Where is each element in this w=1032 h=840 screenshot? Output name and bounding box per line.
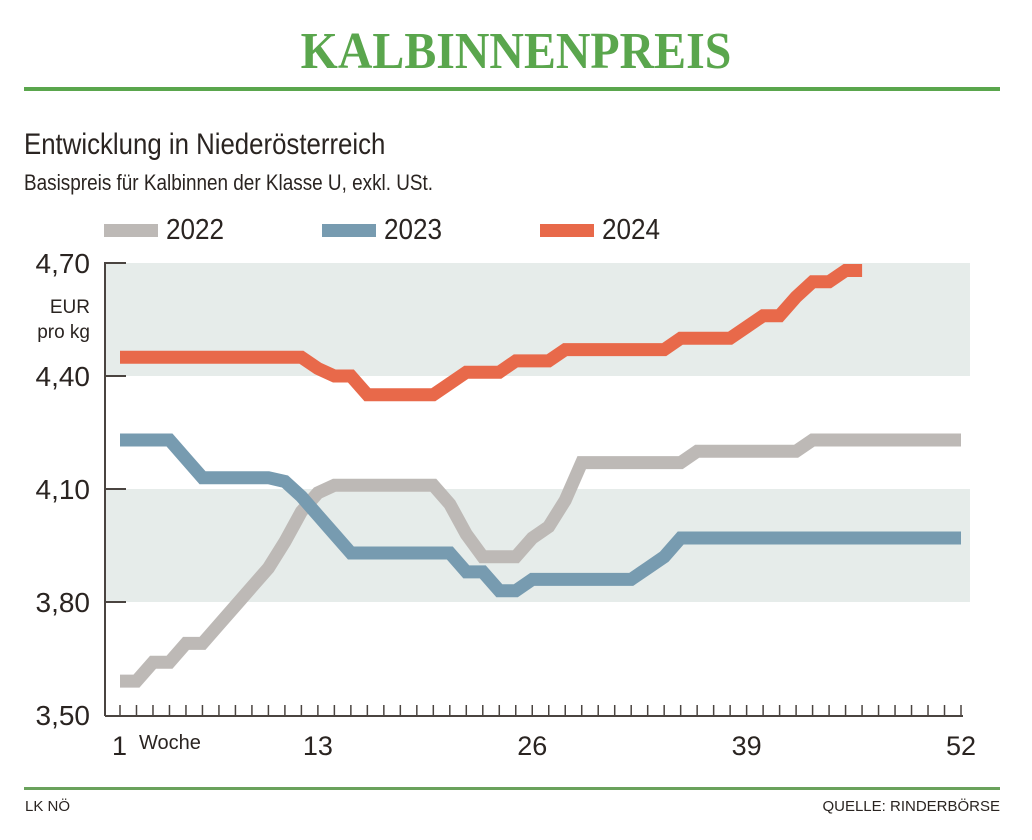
legend-item-2024: 2024 — [540, 214, 667, 247]
series-line-2022 — [120, 433, 961, 688]
legend-swatch-2024 — [540, 224, 594, 237]
x-tick-label: 1 — [112, 731, 127, 761]
y-tick-label: 3,80 — [36, 587, 91, 618]
footer-source: QUELLE: RINDERBÖRSE — [822, 798, 1000, 815]
x-tick-label: 26 — [517, 731, 547, 761]
legend-label-2023: 2023 — [384, 214, 443, 246]
x-tick-label: 52 — [946, 731, 976, 761]
legend-label-2022: 2022 — [166, 214, 225, 246]
series-line-2024 — [120, 264, 863, 402]
y-unit-label-line1: EUR — [50, 297, 90, 318]
chart-description: Basispreis für Kalbinnen der Klasse U, e… — [24, 170, 434, 195]
y-tick-label: 4,40 — [36, 361, 91, 392]
x-axis: 1 13 26 39 52 — [105, 705, 976, 761]
y-tick-label: 4,70 — [36, 248, 91, 279]
series-lines — [120, 264, 961, 688]
legend-swatch-2023 — [322, 224, 376, 237]
footer-divider — [24, 787, 1000, 790]
shaded-bands — [105, 263, 970, 602]
footer-publisher: LK NÖ — [25, 798, 71, 815]
y-unit-label-line2: pro kg — [37, 322, 90, 343]
legend-item-2022: 2022 — [104, 214, 231, 247]
y-axis: 3,50 3,80 4,10 4,40 4,70 — [36, 248, 126, 731]
y-tick-label: 4,10 — [36, 474, 91, 505]
y-tick-label: 3,50 — [36, 700, 91, 731]
legend-label-2024: 2024 — [602, 214, 661, 246]
x-tick-label: 13 — [303, 731, 333, 761]
chart-title: KALBINNENPREIS — [300, 23, 732, 80]
legend-item-2023: 2023 — [322, 214, 449, 247]
title-divider — [24, 87, 1000, 91]
legend-swatch-2022 — [104, 224, 158, 237]
series-line-2023 — [120, 433, 961, 598]
x-axis-label: Woche — [139, 732, 201, 754]
x-tick-label: 39 — [732, 731, 762, 761]
chart-subtitle: Entwicklung in Niederösterreich — [24, 128, 386, 161]
